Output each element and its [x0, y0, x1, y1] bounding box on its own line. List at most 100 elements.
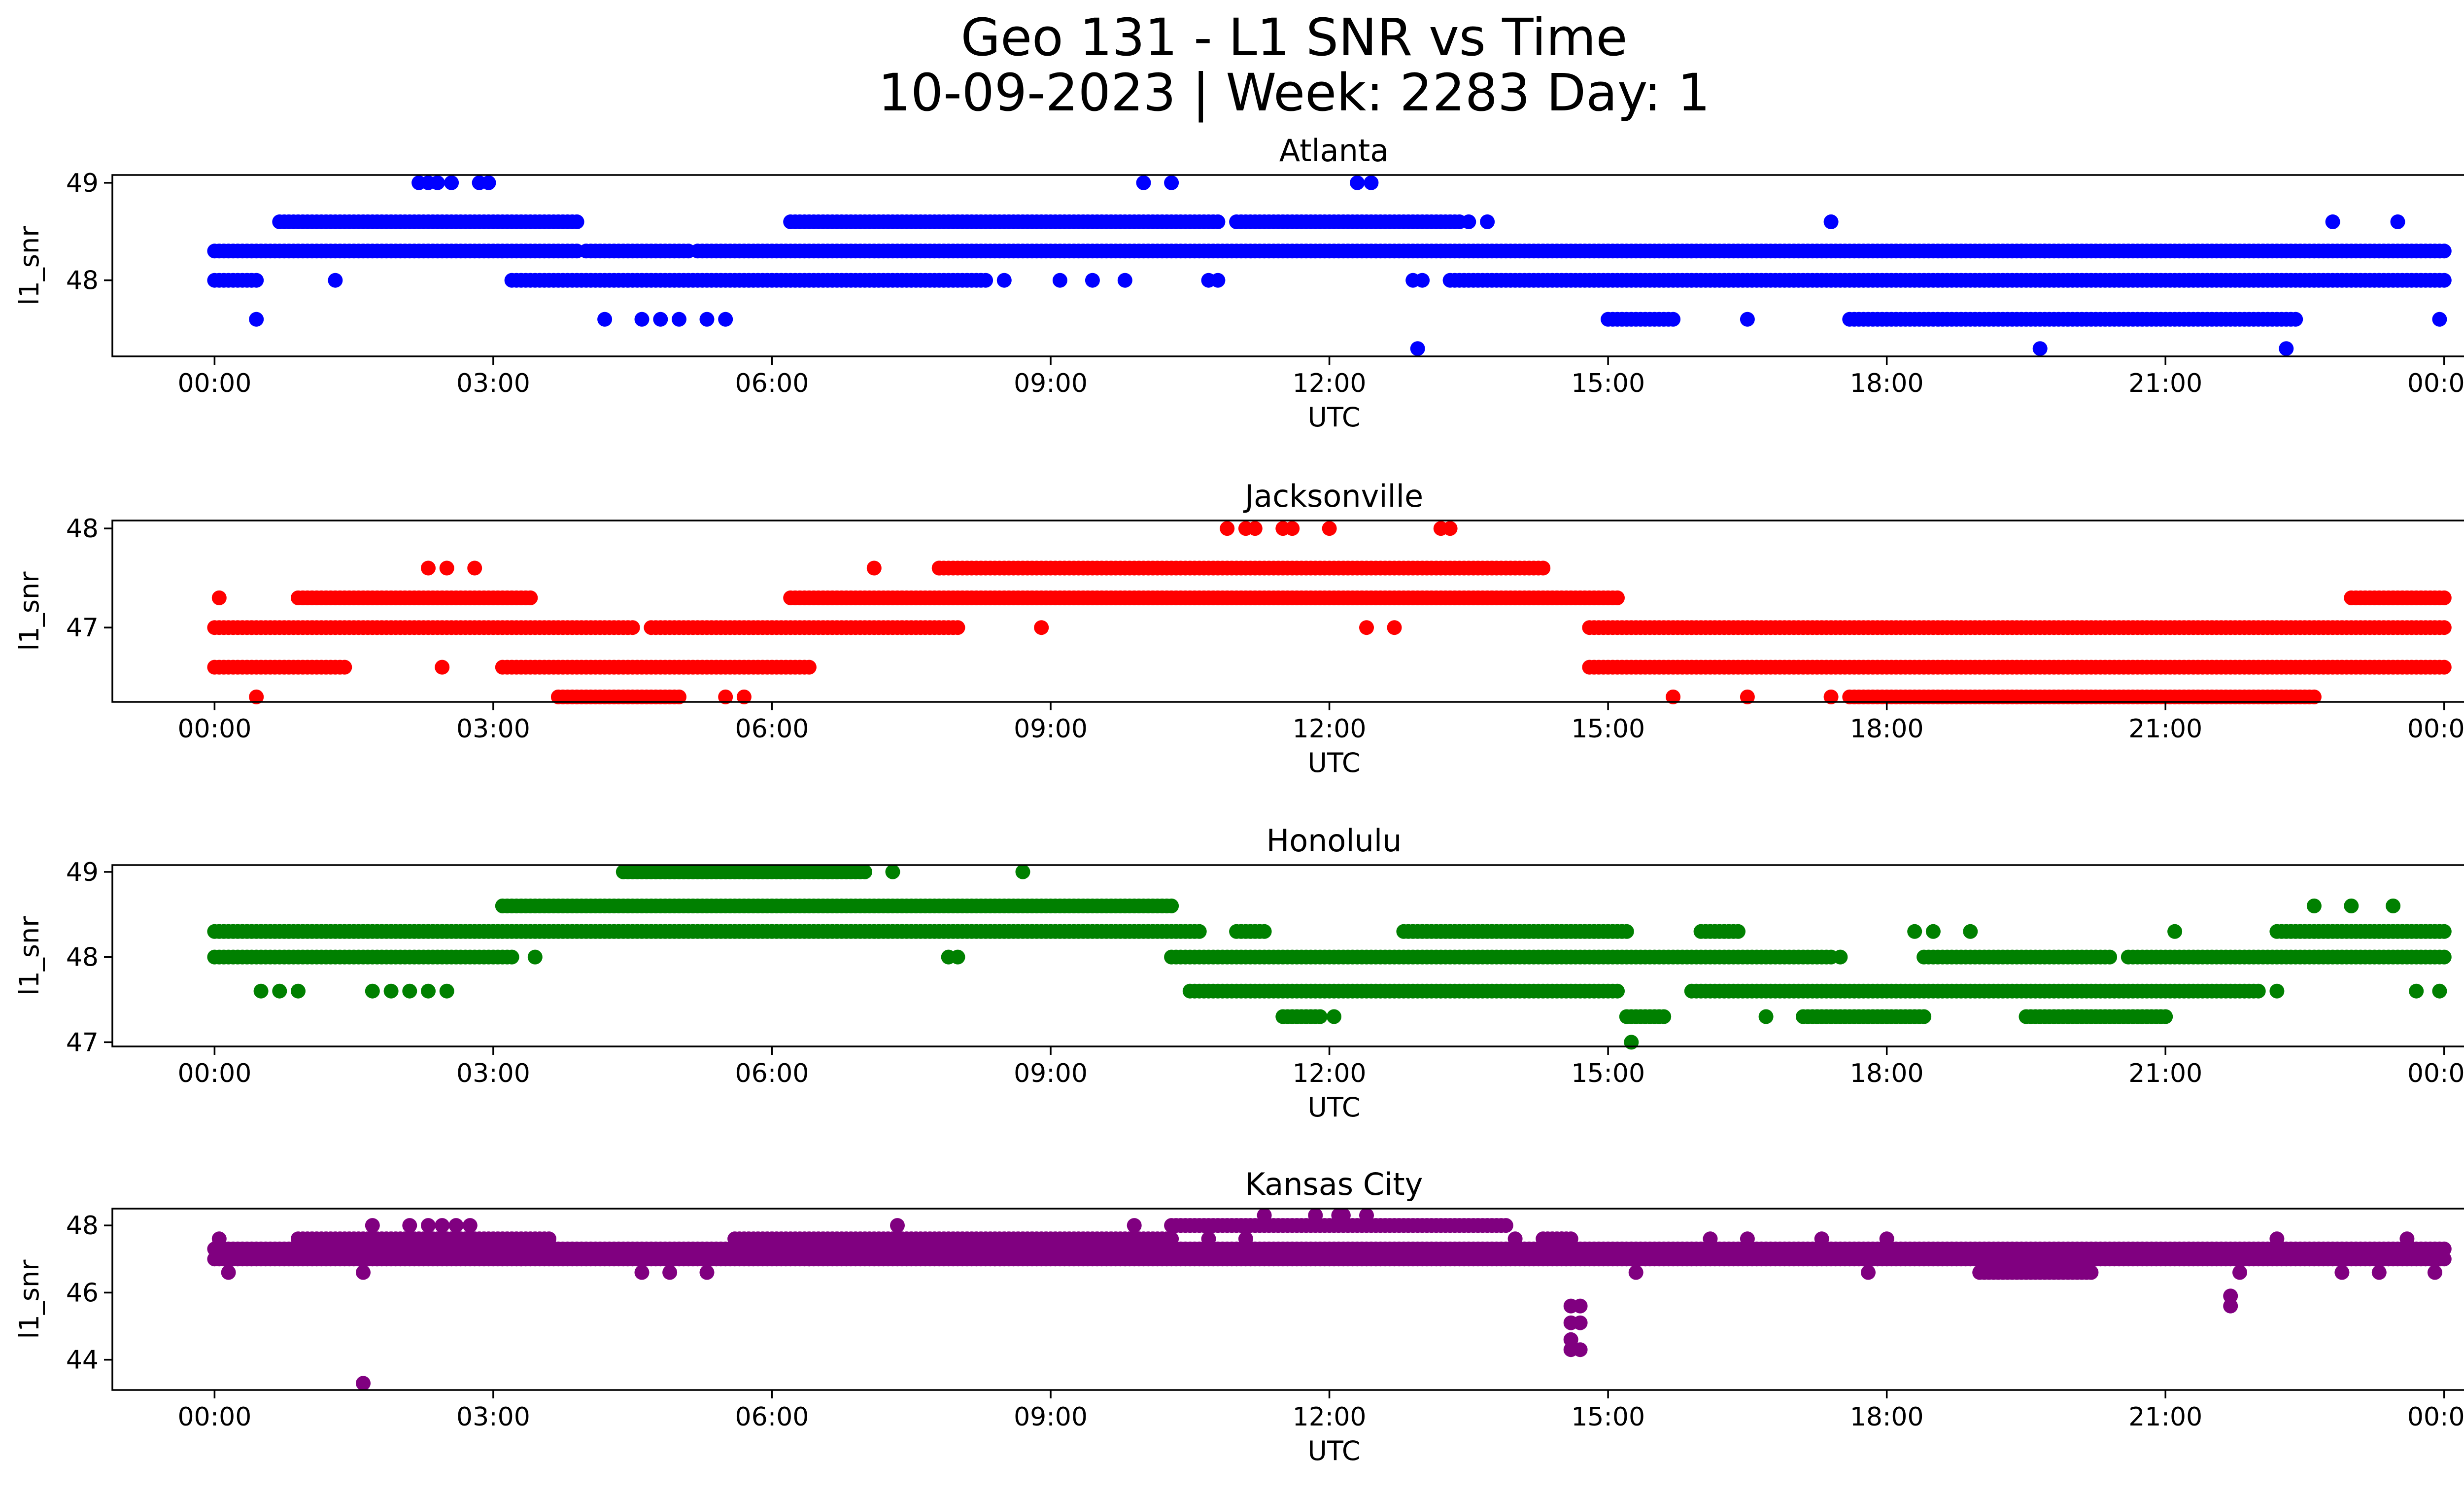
data-point: [1758, 1009, 1774, 1024]
x-tick-label: 09:00: [1014, 369, 1088, 398]
data-point: [2014, 243, 2029, 259]
data-point: [1563, 1332, 1578, 1347]
data-point: [1164, 175, 1179, 190]
x-tick-label: 06:00: [735, 1059, 809, 1088]
x-tick-label: 21:00: [2128, 714, 2202, 744]
data-point: [2158, 1009, 2173, 1024]
data-point: [634, 1265, 650, 1280]
data-point: [356, 1376, 371, 1391]
x-tick-label: 15:00: [1571, 714, 1645, 744]
x-axis-label: UTC: [1307, 1435, 1360, 1466]
data-point: [2436, 660, 2452, 675]
data-point: [328, 273, 343, 288]
y-tick-label: 47: [66, 1028, 99, 1057]
data-point: [2102, 949, 2118, 965]
data-point: [337, 660, 352, 675]
x-tick-label: 06:00: [735, 1402, 809, 1432]
data-point: [2325, 214, 2340, 229]
x-tick-label: 09:00: [1014, 1402, 1088, 1432]
panel-title: Kansas City: [1245, 1166, 1423, 1202]
data-point: [1201, 1231, 1216, 1247]
x-tick-label: 03:00: [456, 714, 530, 744]
data-point: [448, 1218, 464, 1233]
data-point: [2436, 590, 2452, 605]
data-point: [221, 1265, 236, 1280]
data-point: [885, 864, 900, 879]
data-point: [2436, 1252, 2452, 1267]
plot-frame: [111, 174, 2464, 357]
x-axis-label: UTC: [1307, 402, 1360, 433]
data-point: [1879, 1231, 1894, 1247]
data-point: [1327, 1009, 1341, 1024]
data-point: [1350, 175, 1365, 190]
x-tick-label: 00:00: [177, 1059, 251, 1088]
data-point: [996, 273, 1012, 288]
data-point: [2399, 1231, 2415, 1247]
data-point: [1925, 924, 1941, 939]
data-point: [1015, 864, 1030, 879]
data-point: [718, 312, 733, 327]
x-tick-label: 15:00: [1571, 369, 1645, 398]
data-point: [597, 312, 613, 327]
data-point: [439, 560, 454, 576]
data-point: [801, 1252, 817, 1267]
y-tick-label: 48: [66, 1211, 99, 1241]
data-point: [1359, 620, 1374, 635]
data-point: [253, 983, 269, 999]
data-point: [439, 983, 454, 999]
data-point: [249, 273, 264, 288]
x-tick-label: 00:00: [177, 1402, 251, 1432]
data-point: [1164, 898, 1179, 913]
data-point: [1554, 1231, 1569, 1247]
data-point: [1573, 1342, 1588, 1357]
data-point: [272, 983, 287, 999]
data-point: [1731, 924, 1745, 939]
data-point: [211, 590, 227, 605]
data-point: [2084, 1265, 2099, 1280]
data-point: [1210, 214, 1226, 229]
data-point: [2334, 1265, 2350, 1280]
data-point: [1192, 924, 1207, 939]
data-point: [2371, 1265, 2387, 1280]
data-point: [1220, 521, 1235, 536]
data-point: [978, 273, 993, 288]
x-tick-label: 09:00: [1014, 1059, 1088, 1088]
x-tick-label: 03:00: [456, 1402, 530, 1432]
data-point: [2251, 983, 2266, 999]
data-point: [1573, 1298, 1588, 1314]
figure-title-line-2: 10-09-2023 | Week: 2283 Day: 1: [878, 63, 1710, 123]
data-point: [857, 864, 872, 879]
panel-title: Honolulu: [1266, 823, 1402, 859]
data-point: [462, 1218, 478, 1233]
data-point: [1610, 590, 1625, 605]
data-point: [2032, 341, 2048, 356]
data-point: [801, 660, 817, 675]
data-point: [2269, 983, 2285, 999]
x-tick-label: 15:00: [1571, 1402, 1645, 1432]
data-point: [1442, 521, 1458, 536]
data-point: [2288, 312, 2303, 327]
data-series: [207, 864, 2452, 1050]
data-point: [365, 983, 380, 999]
data-point: [1628, 1265, 1643, 1280]
data-point: [2279, 341, 2294, 356]
x-axis-label: UTC: [1307, 747, 1360, 778]
data-point: [467, 560, 482, 576]
data-point: [430, 175, 445, 190]
data-point: [699, 312, 715, 327]
data-point: [1164, 1231, 1179, 1247]
data-point: [513, 1252, 529, 1267]
data-point: [890, 1218, 905, 1233]
y-tick-label: 46: [66, 1278, 99, 1308]
data-point: [435, 660, 450, 675]
data-point: [2436, 949, 2452, 965]
plot-frame: [111, 520, 2464, 703]
data-point: [672, 689, 686, 704]
x-tick-label: 03:00: [456, 1059, 530, 1088]
data-point: [1814, 1231, 1829, 1247]
x-tick-label: 03:00: [456, 369, 530, 398]
data-point: [2167, 924, 2183, 939]
